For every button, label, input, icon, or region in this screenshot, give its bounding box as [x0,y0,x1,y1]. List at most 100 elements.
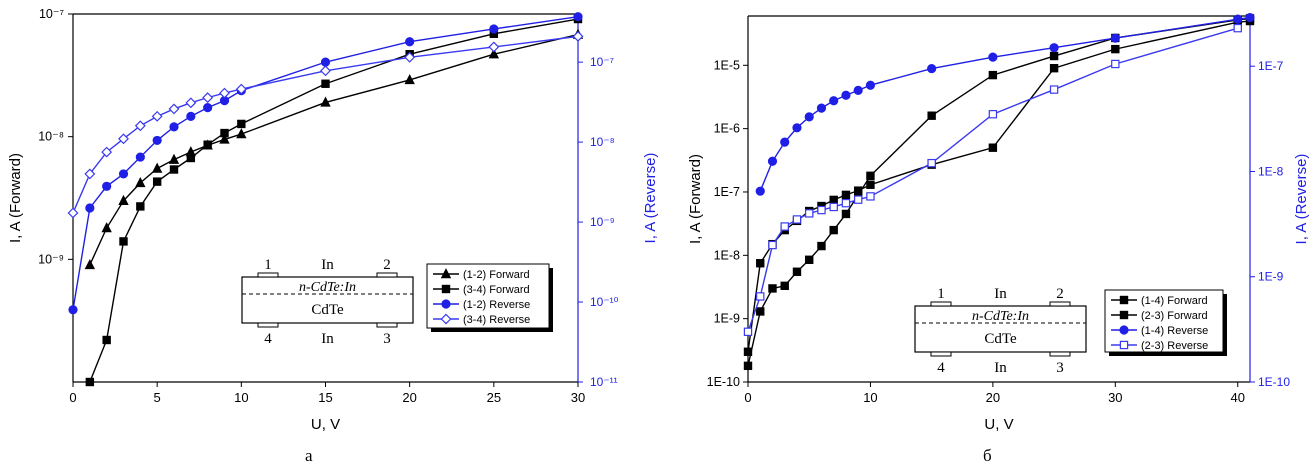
data-point [67,207,79,219]
data-point [817,205,826,215]
y-right-tick-label: 1E-10 [1258,375,1290,389]
data-point [988,52,998,62]
y-left-axis-label: I, A (Forward) [7,153,24,243]
y-right-tick-label: 10⁻⁷ [590,55,614,69]
y-left-tick-label: 10⁻⁷ [39,7,65,21]
legend-label: (1-2) Forward [463,269,530,281]
y-left-tick-label: 1E-6 [714,122,740,136]
data-point [853,195,863,204]
data-point [168,103,180,115]
data-point [866,171,875,181]
y-right-tick-label: 1E-8 [1258,164,1284,178]
data-point [841,190,851,200]
data-point [866,192,875,201]
series-4 [67,30,584,219]
data-point [1049,51,1059,61]
y-left-tick-label: 10⁻⁸ [38,130,64,144]
contact-label: 3 [1056,360,1064,376]
data-point [169,165,179,174]
data-point [135,152,145,162]
layer-label: n-CdTe:In [972,309,1029,324]
y-left-tick-label: 10⁻⁹ [38,252,64,266]
legend-label: (1-4) Forward [1141,295,1208,307]
data-point [829,96,839,106]
data-point [816,103,827,113]
data-point [136,202,145,211]
chart-1: 0 5 10 15 20 25 30 10⁻⁹ 10⁻⁸ 10⁻⁷ 10⁻¹¹ 10⁻¹⁰ 10⁻⁹ 10… [7,7,659,433]
data-point [85,377,95,387]
data-point [755,186,765,196]
data-point [573,12,583,22]
y-right-tick-label: 1E-9 [1258,270,1284,284]
data-point [1233,14,1243,24]
substrate-label: CdTe [984,331,1017,347]
data-point [780,137,790,147]
contact-pad [376,272,398,278]
contact-label: 3 [383,331,391,347]
x-tick-label: 5 [154,390,161,405]
y-left-tick-label: 1E-10 [707,375,740,389]
contact-pad [930,351,952,357]
data-point [84,168,96,180]
y-left-tick-label: 1E-8 [714,248,740,262]
y-left-tick-label: 1E-5 [714,58,740,72]
layer-label: n-CdTe:In [299,280,356,295]
series-line [759,16,1251,192]
data-point [988,143,998,152]
data-point [151,110,163,122]
y-right-tick-label: 10⁻¹⁰ [590,295,619,309]
x-tick-label: 0 [744,390,751,405]
data-point [1111,44,1120,54]
device-inset-2: 1 2 In n-CdTe:In CdTe 4 3 In [914,286,1087,376]
data-point [1049,43,1059,53]
x-axis-label: U, V [311,416,340,433]
data-point [866,180,875,189]
data-point [792,123,802,133]
legend-marker [1119,325,1129,335]
contact-label: 1 [264,257,272,273]
legend-marker [441,284,451,294]
data-point [768,240,777,250]
legend-label: (3-4) Reverse [463,314,530,326]
data-point [405,37,415,47]
metal-label: In [994,360,1007,376]
data-point [152,177,162,186]
series-3 [755,12,1255,196]
caption-b: б [983,446,992,465]
data-point [203,140,212,149]
legend-marker [1119,310,1129,320]
data-point [101,146,113,158]
data-point [927,111,936,120]
data-point [320,96,331,107]
contact-pad [376,322,398,328]
caption-a: а [305,446,313,465]
y-right-tick-label: 10⁻⁹ [590,215,615,229]
data-point [118,194,129,206]
device-inset-1: 1 2 In n-CdTe:In CdTe 4 3 In [241,257,414,347]
legend-marker [1119,340,1129,350]
data-point [119,237,128,246]
data-point [817,241,826,251]
data-point [927,63,937,74]
contact-label: 1 [937,286,945,302]
metal-label: In [321,331,334,347]
contact-label: 2 [1056,286,1064,302]
data-point [118,133,129,145]
data-point [320,65,331,77]
y-left-tick-label: 1E-9 [714,312,740,326]
data-point [1111,59,1120,69]
x-tick-label: 30 [571,390,585,405]
y-left-axis-label: I, A (Forward) [687,154,704,244]
series-line [747,27,1238,333]
data-point [927,158,936,168]
data-point [219,87,230,99]
data-point [853,85,863,95]
data-point [237,119,246,129]
data-point [134,120,146,132]
data-point [321,79,330,88]
data-point [743,327,753,336]
legend-marker [440,268,452,279]
series-4 [743,23,1242,336]
data-point [85,203,95,213]
data-point [780,222,789,231]
